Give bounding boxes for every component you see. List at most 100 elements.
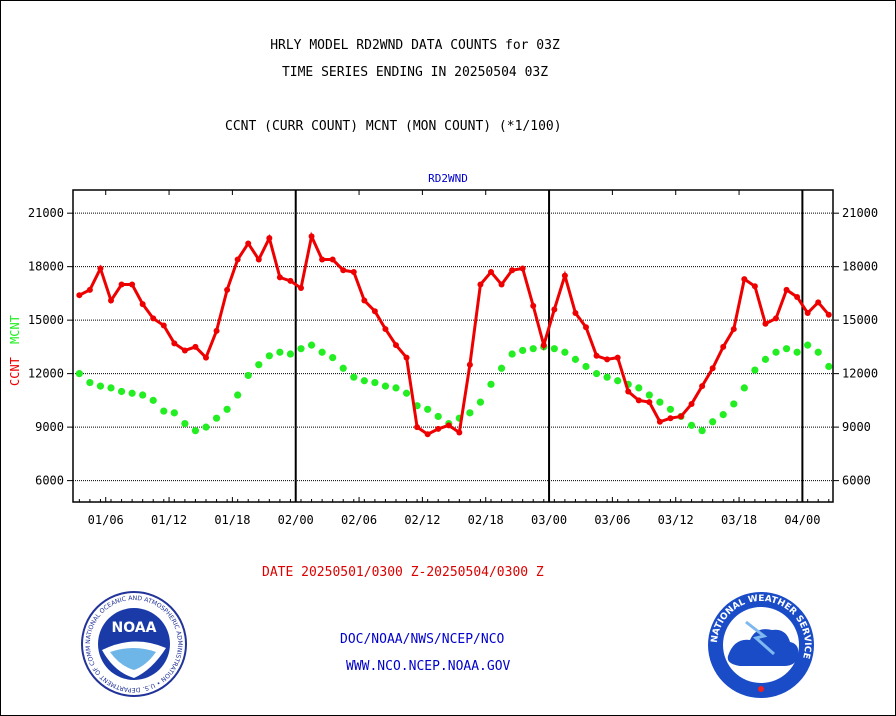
ccnt-point xyxy=(614,354,621,361)
doc-link[interactable]: DOC/NOAA/NWS/NCEP/NCO xyxy=(340,632,505,647)
mcnt-point xyxy=(117,387,126,396)
mcnt-point xyxy=(318,348,326,356)
ccnt-point xyxy=(403,354,410,361)
mcnt-point xyxy=(191,427,200,435)
y-tick-label-right: 21000 xyxy=(842,206,878,220)
mcnt-point xyxy=(550,345,558,353)
ccnt-point xyxy=(688,400,695,407)
x-tick-label: 02/00 xyxy=(278,513,314,527)
mcnt-point xyxy=(561,348,569,356)
mcnt-point xyxy=(592,370,601,378)
ccnt-point xyxy=(308,233,315,240)
ccnt-point xyxy=(160,322,167,329)
ccnt-point xyxy=(129,281,136,288)
mcnt-point xyxy=(360,377,368,385)
ccnt-point xyxy=(540,342,547,349)
mcnt-point xyxy=(244,371,252,380)
axes: 6000 6000 9000 9000 12000 12000 15000 15000 1800… xyxy=(28,189,878,527)
ccnt-point xyxy=(572,310,579,317)
mcnt-point xyxy=(814,348,822,356)
ccnt-point xyxy=(583,324,589,331)
ccnt-point xyxy=(794,293,801,300)
ccnt-point xyxy=(224,286,231,293)
mcnt-point xyxy=(698,427,706,435)
ccnt-point xyxy=(435,425,442,432)
ccnt-point xyxy=(656,418,663,425)
mcnt-point xyxy=(603,373,611,381)
mcnt-point xyxy=(519,346,527,355)
mcnt-point xyxy=(476,398,485,406)
ccnt-point xyxy=(456,429,463,436)
mcnt-point xyxy=(508,350,516,358)
ccnt-point xyxy=(699,383,706,390)
mcnt-point xyxy=(645,391,653,399)
ccnt-point xyxy=(593,352,600,359)
grid-lines xyxy=(73,190,833,502)
ccnt-point xyxy=(709,365,716,372)
ccnt-point xyxy=(635,397,642,404)
ccnt-point xyxy=(762,320,769,327)
mcnt-point xyxy=(656,398,664,406)
mcnt-point xyxy=(350,373,358,381)
mcnt-point xyxy=(170,409,178,417)
noaa-logo-text: NOAA xyxy=(112,620,157,636)
ccnt-point xyxy=(266,235,273,242)
ccnt-point xyxy=(551,306,558,313)
x-tick-label: 01/18 xyxy=(214,513,250,527)
ccnt-point xyxy=(371,308,378,315)
ccnt-point xyxy=(414,424,421,431)
mcnt-point xyxy=(402,389,411,397)
x-tick-label: 01/12 xyxy=(151,513,187,527)
mcnt-point xyxy=(635,384,643,392)
ccnt-point xyxy=(361,297,368,304)
y-tick-label-left: 15000 xyxy=(28,313,64,327)
mcnt-point xyxy=(329,353,337,362)
x-tick-label: 04/00 xyxy=(784,513,820,527)
mcnt-point xyxy=(529,345,537,353)
mcnt-point xyxy=(782,345,791,353)
mcnt-point xyxy=(128,389,136,397)
series-ccnt xyxy=(76,231,832,438)
noaa-logo: NOAA NATIONAL OCEANIC AND ATMOSPHERIC AD… xyxy=(80,590,187,697)
ccnt-point xyxy=(783,286,790,293)
ccnt-point xyxy=(382,326,389,333)
ccnt-point xyxy=(213,327,220,334)
mcnt-point xyxy=(751,366,759,374)
mcnt-point xyxy=(223,405,231,413)
mcnt-point xyxy=(772,348,780,356)
ccnt-point xyxy=(720,343,727,350)
y-tick-label-right: 12000 xyxy=(842,367,878,381)
ccnt-point xyxy=(298,285,304,292)
y-tick-label-right: 15000 xyxy=(842,313,878,327)
ccnt-point xyxy=(424,431,431,438)
mcnt-point xyxy=(825,362,833,371)
y-tick-label-left: 12000 xyxy=(28,367,64,381)
mcnt-point xyxy=(571,355,580,363)
mcnt-point xyxy=(761,355,770,363)
mcnt-point xyxy=(793,348,801,356)
ccnt-point xyxy=(625,388,632,395)
ccnt-point xyxy=(730,326,737,333)
ccnt-point xyxy=(561,272,568,279)
ccnt-point xyxy=(287,277,294,284)
mcnt-point xyxy=(497,364,506,372)
ccnt-point xyxy=(667,415,674,422)
ccnt-line xyxy=(78,231,830,436)
ccnt-point xyxy=(118,281,125,288)
mcnt-point xyxy=(709,418,717,426)
ccnt-point xyxy=(192,343,199,350)
ccnt-point xyxy=(488,269,494,276)
ccnt-point xyxy=(773,315,779,322)
website-link[interactable]: WWW.NCO.NCEP.NOAA.GOV xyxy=(346,659,511,674)
mcnt-point xyxy=(740,384,748,392)
ccnt-point xyxy=(466,361,473,368)
ccnt-point xyxy=(139,301,146,308)
mcnt-point xyxy=(276,348,284,356)
ccnt-point xyxy=(678,413,684,420)
ccnt-point xyxy=(150,315,157,322)
date-range-label: DATE 20250501/0300 Z-20250504/0300 Z xyxy=(262,565,544,580)
ccnt-point xyxy=(329,256,336,263)
y-tick-label-right: 6000 xyxy=(842,474,871,488)
y-tick-label-right: 18000 xyxy=(842,260,878,274)
mcnt-point xyxy=(234,391,242,399)
